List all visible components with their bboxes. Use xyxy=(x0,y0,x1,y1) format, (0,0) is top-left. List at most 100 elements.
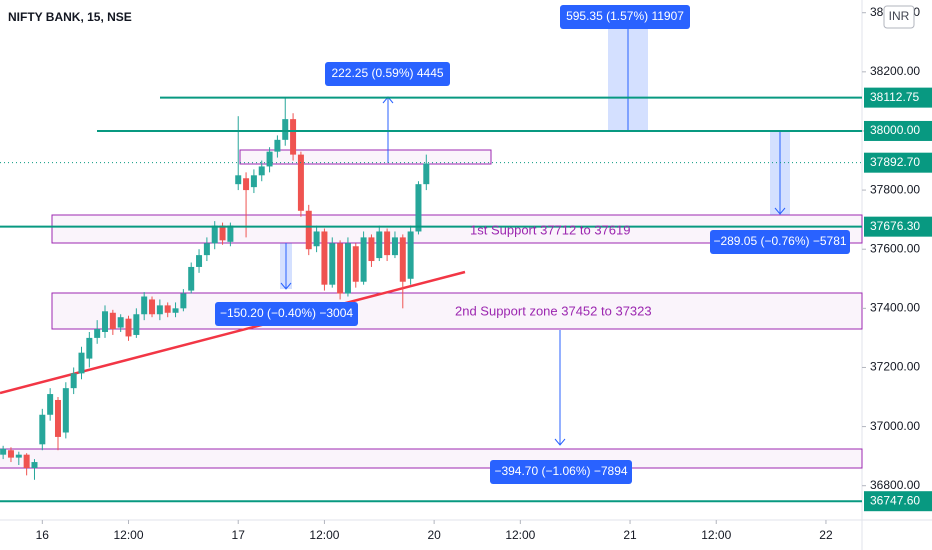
candle-body xyxy=(78,352,85,374)
candle-body xyxy=(196,255,203,267)
candle-body xyxy=(399,237,406,282)
candle-body xyxy=(94,329,101,338)
trend-line xyxy=(0,270,466,395)
y-tick-label: 36800.00 xyxy=(870,478,920,492)
candle-body xyxy=(352,246,359,282)
candle-body xyxy=(141,296,148,315)
level-label: 38112.75 xyxy=(870,90,919,104)
measure-label-bg xyxy=(490,460,632,484)
x-tick-label: 16 xyxy=(36,528,50,542)
candle-body xyxy=(368,237,375,262)
y-tick-label: 38200.00 xyxy=(870,64,920,78)
candle-body xyxy=(313,231,320,247)
candle-body xyxy=(321,231,328,285)
candle-body xyxy=(133,314,140,335)
candle-body xyxy=(149,299,156,315)
measure-label: 595.35 (1.57%) 11907 xyxy=(566,9,684,23)
candle-body xyxy=(274,139,281,152)
candle-body xyxy=(219,225,226,241)
x-tick-label: 21 xyxy=(623,528,637,542)
measure-label: 222.25 (0.59%) 4445 xyxy=(331,66,443,80)
candle-body xyxy=(47,394,54,415)
x-tick-label: 17 xyxy=(232,528,246,542)
lower-box xyxy=(0,448,863,469)
candle-body xyxy=(172,308,179,313)
measure-arrow xyxy=(280,282,292,290)
x-tick-label: 22 xyxy=(819,528,833,542)
candle-body xyxy=(23,454,30,468)
x-tick-label: 12:00 xyxy=(114,528,144,542)
measure-label: −394.70 (−1.06%) −7894 xyxy=(494,464,627,478)
candle-body xyxy=(109,312,116,330)
level-label: 37676.30 xyxy=(870,219,920,233)
candle-body xyxy=(62,388,69,433)
measure-label-bg xyxy=(215,302,358,326)
candle-body xyxy=(344,243,351,294)
candle-body xyxy=(227,225,234,242)
y-tick-label: 37200.00 xyxy=(870,360,920,374)
zone-text: 1st Support 37712 to 37619 xyxy=(470,222,630,237)
zones xyxy=(0,16,863,469)
candle-body xyxy=(86,337,93,359)
candle-body xyxy=(0,448,7,455)
last-price-label: 37892.70 xyxy=(870,155,920,169)
level-label-bg xyxy=(864,491,932,512)
candle-body xyxy=(250,175,257,188)
measure-label-bg xyxy=(325,62,450,86)
zone-text: 2nd Support zone 37452 to 37323 xyxy=(455,303,652,318)
measure-label-bg xyxy=(710,230,850,254)
level-label: 38000.00 xyxy=(870,123,920,137)
candle-body xyxy=(235,175,242,185)
candle-body xyxy=(7,450,14,458)
candle-body xyxy=(188,266,195,291)
candle-body xyxy=(258,166,265,176)
candle-body xyxy=(376,231,383,259)
candle-body xyxy=(266,151,273,167)
candle-body xyxy=(243,178,250,191)
measure-label: −289.05 (−0.76%) −5781 xyxy=(713,234,846,248)
candle-body xyxy=(164,305,171,313)
measure-arrow xyxy=(774,207,786,215)
candle-body xyxy=(39,414,46,445)
level-label-bg xyxy=(864,216,932,237)
candle-body xyxy=(117,317,124,328)
candle-body xyxy=(329,243,336,285)
measure-label-bg xyxy=(560,5,690,29)
y-tick-label: 37600.00 xyxy=(870,241,920,255)
candle-body xyxy=(337,243,344,294)
candle-body xyxy=(423,163,430,185)
candle-body xyxy=(102,311,109,332)
candle-body xyxy=(54,399,61,437)
candle-body xyxy=(31,462,38,468)
measure-arrow xyxy=(554,438,566,446)
candle-body xyxy=(305,210,312,250)
candle-body xyxy=(156,305,163,315)
candle-body xyxy=(297,154,304,211)
candle-body xyxy=(70,373,77,389)
candle-body xyxy=(125,318,132,337)
currency-badge xyxy=(883,5,915,29)
last-price-bg xyxy=(864,152,932,173)
y-tick-label: 37400.00 xyxy=(870,301,920,315)
candle-body xyxy=(384,231,391,256)
candle-body xyxy=(360,237,367,282)
candle-body xyxy=(282,119,289,140)
support-box-2 xyxy=(51,292,863,330)
level-label: 36747.60 xyxy=(870,493,920,507)
candle-body xyxy=(290,119,297,155)
chart-title: NIFTY BANK, 15, NSE xyxy=(8,10,132,24)
x-tick-label: 20 xyxy=(427,528,441,542)
currency-label: INR xyxy=(889,9,910,23)
x-tick-label: 12:00 xyxy=(309,528,339,542)
x-tick-label: 12:00 xyxy=(701,528,731,542)
candle-body xyxy=(211,225,218,244)
y-tick-label: 37800.00 xyxy=(870,182,920,196)
candle-body xyxy=(415,184,422,232)
y-tick-label: 37000.00 xyxy=(870,419,920,433)
candle-body xyxy=(15,454,22,458)
measure-label: −150.20 (−0.40%) −3004 xyxy=(220,306,353,320)
x-tick-label: 12:00 xyxy=(505,528,535,542)
level-label-bg xyxy=(864,120,932,141)
